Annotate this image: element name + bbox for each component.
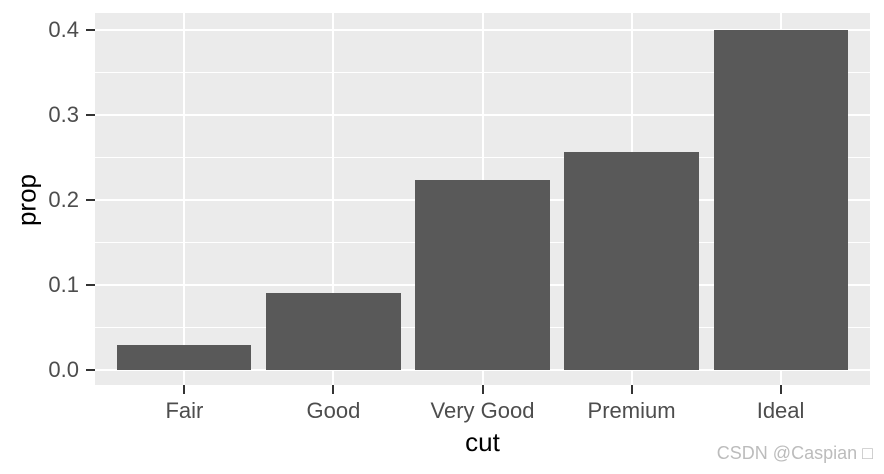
x-tick xyxy=(630,385,633,394)
y-tick-label: 0.2 xyxy=(48,187,79,212)
x-gridline-major xyxy=(183,13,186,385)
y-tick-label: 0.0 xyxy=(48,357,79,382)
y-tick-label: 0.1 xyxy=(48,272,79,297)
bars-layer xyxy=(95,13,870,385)
bar-fair xyxy=(117,344,252,370)
x-tick xyxy=(481,385,484,394)
bar-ideal xyxy=(713,30,848,370)
y-tick-label: 0.4 xyxy=(48,17,79,42)
x-tick xyxy=(183,385,186,394)
y-tick xyxy=(86,284,95,286)
x-tick xyxy=(779,385,782,394)
x-tick-label: Very Good xyxy=(430,398,535,423)
y-axis-title: prop xyxy=(11,173,42,227)
watermark: CSDN @Caspian □ xyxy=(716,443,873,463)
bar-premium xyxy=(564,152,699,370)
x-tick xyxy=(332,385,335,394)
plot-panel xyxy=(95,13,870,385)
x-tick-label: Good xyxy=(306,398,361,423)
y-tick xyxy=(86,29,95,31)
y-tick xyxy=(86,114,95,116)
x-tick-label: Ideal xyxy=(756,398,805,423)
y-tick xyxy=(86,199,95,201)
y-tick xyxy=(86,369,95,371)
x-tick-label: Premium xyxy=(587,398,676,423)
y-tick-label: 0.3 xyxy=(48,102,79,127)
x-axis-title: cut xyxy=(465,427,500,457)
bar-good xyxy=(266,292,401,370)
bar-very-good xyxy=(415,179,550,370)
x-gridline-major xyxy=(332,13,335,385)
x-tick-label: Fair xyxy=(165,398,204,423)
